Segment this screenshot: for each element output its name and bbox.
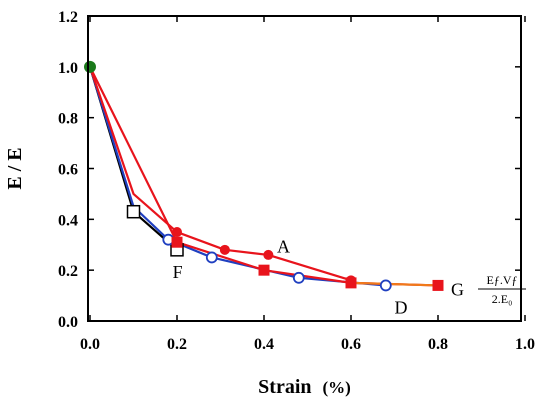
- marker-filled-square: [345, 277, 357, 289]
- x-tick-label: 0.2: [167, 336, 187, 353]
- x-tick-label: 0.4: [254, 336, 274, 353]
- marker-filled-square: [258, 264, 270, 276]
- plot-frame: [87, 15, 522, 322]
- marker-layer: [84, 60, 444, 292]
- series-line-red-A: [88, 66, 352, 282]
- tick-labels: 0.0 0.2 0.4 0.6 0.8 1.0 0.0 0.2 0.4 0.6 0.8 1.0 1.2: [58, 9, 535, 353]
- series-line-orange-tail: [350, 281, 439, 287]
- annotation-label: F: [173, 262, 183, 282]
- marker-filled-circle: [263, 249, 274, 260]
- x-tick-label: 0.8: [428, 336, 448, 353]
- marker-open-square: [126, 204, 141, 219]
- y-tick-label: 0.4: [58, 212, 78, 229]
- annotation-label: G: [451, 280, 464, 300]
- annotation-label: D: [395, 297, 408, 317]
- x-tick-label: 0.6: [341, 336, 361, 353]
- marker-filled-square: [171, 236, 183, 248]
- marker-filled-circle: [172, 227, 182, 238]
- fraction-numerator: Eƒ.Vƒ: [487, 273, 518, 287]
- y-tick-label: 1.2: [58, 9, 78, 26]
- y-tick-label: 0.6: [58, 162, 78, 179]
- fraction-denominator: 2.E₀: [492, 292, 513, 306]
- x-axis-label: Strain (%): [258, 376, 351, 398]
- marker-open-circle: [379, 279, 392, 292]
- marker-open-circle: [292, 271, 305, 284]
- marker-open-circle: [205, 251, 218, 264]
- axis-ticks: [88, 15, 526, 322]
- x-tick-label: 1.0: [515, 336, 535, 353]
- y-tick-label: 0.8: [58, 111, 78, 128]
- marker-filled-square: [432, 279, 444, 291]
- series-line-blue: [88, 66, 386, 287]
- annotation-label: A: [277, 236, 290, 256]
- y-axis-label: E / E: [4, 147, 26, 189]
- y-tick-label: 0.2: [58, 263, 78, 280]
- y-tick-label: 0.0: [58, 314, 78, 331]
- annotations: A F D G: [173, 236, 464, 317]
- marker-filled-circle: [219, 244, 230, 255]
- marker-start-point: [84, 60, 96, 73]
- fraction-annotation: Eƒ.Vƒ 2.E₀: [478, 273, 526, 306]
- y-tick-label: 1.0: [58, 60, 78, 77]
- x-tick-label: 0.0: [80, 336, 100, 353]
